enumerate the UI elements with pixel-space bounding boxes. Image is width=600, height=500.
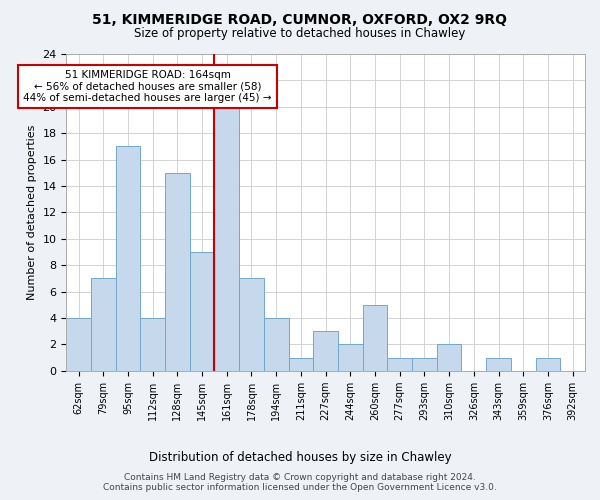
Bar bbox=[116, 146, 140, 371]
Bar bbox=[264, 318, 289, 371]
Bar bbox=[338, 344, 362, 371]
Bar bbox=[214, 107, 239, 371]
Bar bbox=[66, 318, 91, 371]
Bar bbox=[91, 278, 116, 371]
Text: Contains HM Land Registry data © Crown copyright and database right 2024.
Contai: Contains HM Land Registry data © Crown c… bbox=[103, 473, 497, 492]
Text: 51 KIMMERIDGE ROAD: 164sqm
← 56% of detached houses are smaller (58)
44% of semi: 51 KIMMERIDGE ROAD: 164sqm ← 56% of deta… bbox=[23, 70, 272, 103]
Bar bbox=[412, 358, 437, 371]
Bar bbox=[486, 358, 511, 371]
Text: 51, KIMMERIDGE ROAD, CUMNOR, OXFORD, OX2 9RQ: 51, KIMMERIDGE ROAD, CUMNOR, OXFORD, OX2… bbox=[92, 12, 508, 26]
Bar bbox=[437, 344, 461, 371]
Y-axis label: Number of detached properties: Number of detached properties bbox=[26, 124, 37, 300]
Bar bbox=[289, 358, 313, 371]
Bar bbox=[536, 358, 560, 371]
Text: Size of property relative to detached houses in Chawley: Size of property relative to detached ho… bbox=[134, 28, 466, 40]
Bar bbox=[165, 173, 190, 371]
Bar bbox=[362, 305, 388, 371]
Bar bbox=[388, 358, 412, 371]
Bar bbox=[313, 331, 338, 371]
Text: Distribution of detached houses by size in Chawley: Distribution of detached houses by size … bbox=[149, 451, 451, 464]
Bar bbox=[190, 252, 214, 371]
Bar bbox=[140, 318, 165, 371]
Bar bbox=[239, 278, 264, 371]
